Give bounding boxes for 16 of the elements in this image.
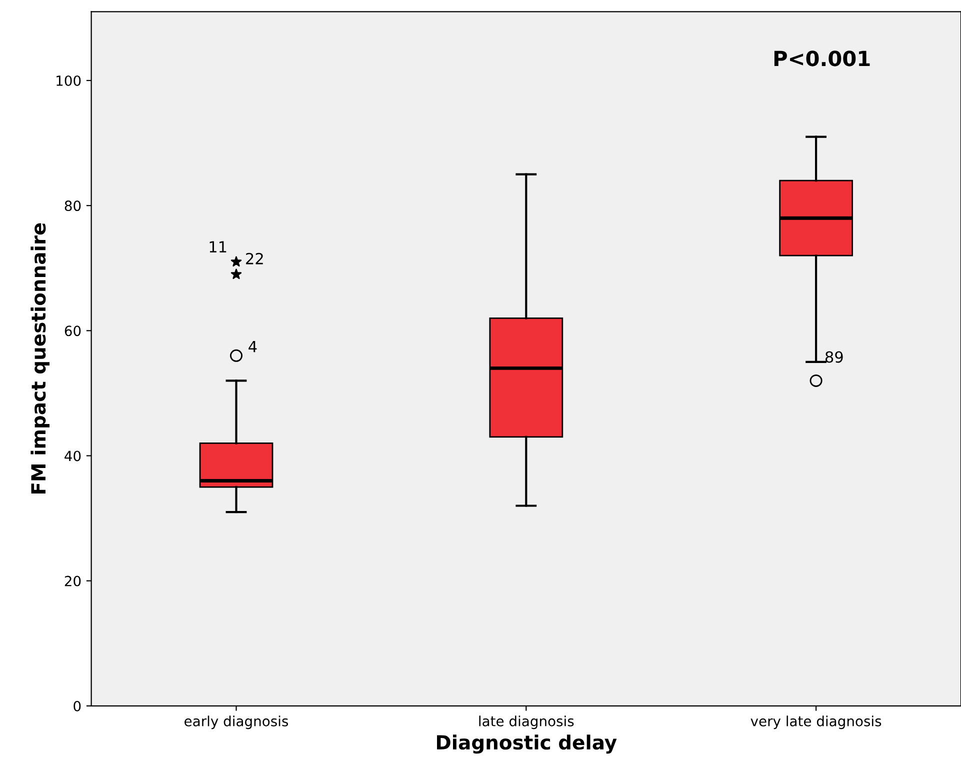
x-tick-label: late diagnosis xyxy=(479,716,574,730)
x-tick-label: very late diagnosis xyxy=(750,716,882,730)
annotation: 11 xyxy=(210,241,226,252)
y-tick-label: 0 xyxy=(74,700,81,712)
y-tick-label: 40 xyxy=(64,450,81,462)
x-axis-title: Diagnostic delay xyxy=(437,734,617,754)
y-axis-title: FM impact questionnaire xyxy=(30,223,50,494)
y-tick-label: 80 xyxy=(64,200,81,212)
annotation: 89 xyxy=(825,351,843,363)
y-tick-label: 60 xyxy=(64,326,81,336)
x-tick-label: early diagnosis xyxy=(184,716,288,730)
y-tick-label: 100 xyxy=(56,75,81,86)
annotation: 22 xyxy=(246,252,263,264)
annotation: P<0.001 xyxy=(774,50,870,66)
annotation: 4 xyxy=(248,341,257,352)
y-tick-label: 20 xyxy=(64,576,81,586)
